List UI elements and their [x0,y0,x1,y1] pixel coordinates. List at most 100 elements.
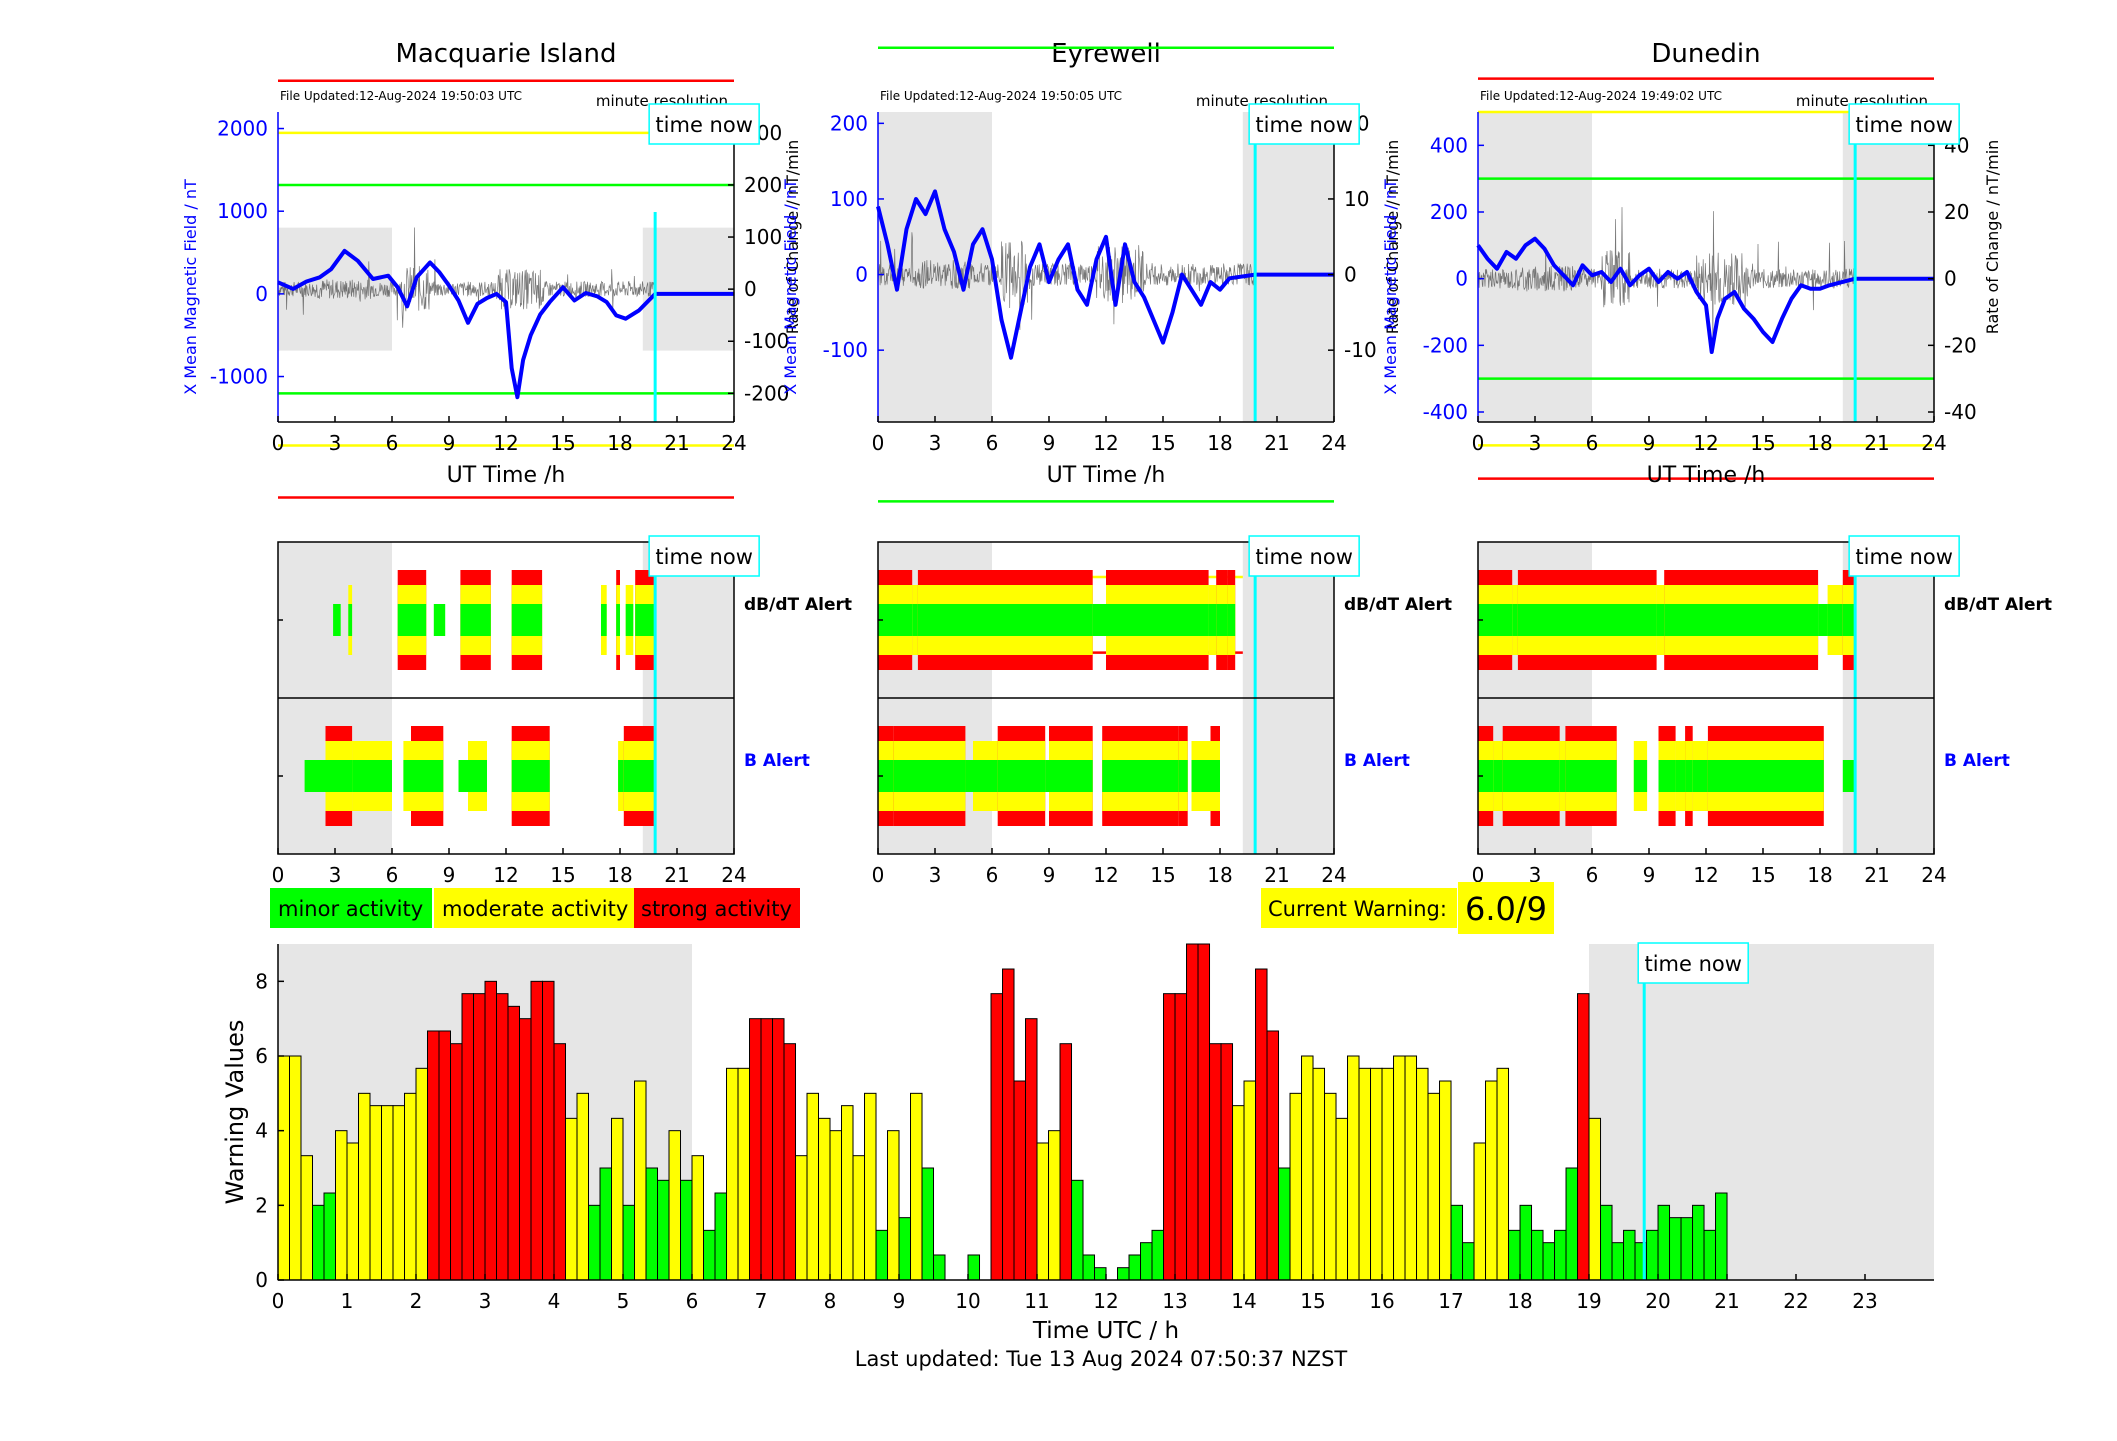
dbdt-alert-label: dB/dT Alert [1944,595,2052,615]
x-tick-label: 18 [607,431,632,455]
x-tick-label: 24 [721,431,746,455]
warning-bar [1646,1229,1659,1281]
warning-bar [369,1105,383,1281]
left-axis-label: X Mean Magnetic Field / nT [1381,179,1400,395]
alert-minor-block [1227,604,1236,636]
dbdt-alert-label: dB/dT Alert [1344,595,1452,615]
time-now-box [1248,535,1360,577]
right-tick-label: -100 [744,329,789,353]
x-tick-label: 9 [1643,431,1656,455]
warning-bar [1519,1204,1533,1281]
alert-minor-block [325,760,353,792]
alert-minor-block [1675,760,1686,792]
warning-bar [829,1130,843,1281]
warning-bar [599,1167,613,1281]
right-tick-label: -40 [1944,400,1977,424]
left-axis-label: X Mean Magnetic Field / nT [181,179,200,395]
x-axis-label: UT Time /h [1047,463,1166,488]
warning-bar [622,1204,636,1281]
warning-bar [542,980,555,1281]
y-tick-label: 8 [255,969,268,993]
right-tick-label: 10 [1344,187,1369,211]
warning-bar [887,1130,900,1281]
warning-bar [1473,1142,1487,1281]
x-tick-label: 9 [443,863,456,887]
warning-bar [1312,1067,1326,1281]
right-tick-label: -10 [1344,338,1377,362]
x-tick-label: 0 [1472,431,1485,455]
time-now-label: time now [655,545,752,569]
x-tick-label: 10 [955,1289,980,1313]
warning-bar [1531,1229,1544,1281]
warning-bar [1071,1179,1084,1281]
left-tick-label: -400 [1423,400,1468,424]
warning-bar [1600,1204,1613,1281]
x-tick-label: 24 [1321,431,1346,455]
station-title: Macquarie Island [395,39,616,69]
alert-minor-block [333,604,341,636]
current-warning-value: 6.0/9 [1465,890,1547,928]
alert-minor-block [1565,760,1617,792]
warning-bar [1335,1117,1349,1281]
x-tick-label: 19 [1576,1289,1601,1313]
x-tick-label: 12 [1693,431,1718,455]
warning-bar [1416,1067,1429,1281]
warning-bar [760,1018,774,1281]
time-now-label: time now [1255,545,1352,569]
x-tick-label: 3 [1529,863,1542,887]
alert-minor-block [1818,604,1828,636]
alert-minor-block [403,760,411,792]
x-tick-label: 21 [664,863,689,887]
warning-bar [1657,1204,1671,1281]
left-tick-label: 0 [1455,267,1468,291]
x-tick-label: 5 [617,1289,630,1313]
alert-minor-block [1707,760,1824,792]
alert-minor-block [1030,760,1046,792]
warning-bar [1542,1242,1556,1281]
warning-bar [1381,1067,1395,1281]
x-tick-label: 11 [1024,1289,1049,1313]
alert-minor-block [511,604,543,636]
alert-minor-block [397,604,427,636]
x-tick-label: 12 [1693,863,1718,887]
x-tick-label: 12 [1093,1289,1118,1313]
warning-bar [1462,1242,1475,1281]
alert-minor-block [1092,604,1106,636]
warning-bar [1174,993,1188,1281]
alert-minor-block [1049,760,1068,792]
warning-bar [496,993,509,1281]
last-updated-text: Last updated: Tue 13 Aug 2024 07:50:37 N… [855,1347,1348,1371]
warning-bar [668,1130,682,1281]
station-panel: Eyrewell-1000100200-10010200369121518212… [781,39,1402,654]
legend-minor-swatch [270,888,432,928]
alert-minor-block [973,760,998,792]
warning-bar [645,1167,659,1281]
x-tick-label: 9 [893,1289,906,1313]
right-tick-label: -200 [744,381,789,405]
time-now-box [648,535,760,577]
x-tick-label: 8 [824,1289,837,1313]
x-tick-label: 16 [1369,1289,1394,1313]
warning-bar [783,1043,797,1281]
x-tick-label: 18 [607,863,632,887]
warning-bar [1450,1204,1464,1281]
alert-minor-block [1502,760,1560,792]
warning-bar [1220,1043,1234,1281]
x-tick-label: 17 [1438,1289,1463,1313]
warning-bar [1554,1229,1567,1281]
x-tick-label: 3 [929,431,942,455]
x-tick-label: 21 [1264,431,1289,455]
alert-minor-block [1478,604,1513,636]
x-axis-label: UT Time /h [447,463,566,488]
x-tick-label: 15 [550,431,575,455]
warning-bar [358,1092,371,1281]
x-tick-label: 9 [1043,431,1056,455]
x-tick-label: 1 [341,1289,354,1313]
warning-bar [1692,1204,1705,1281]
alert-panel: 0 3 6 9 12 15 18 21 24 dB/dT Alert B Alert time now [1472,535,2052,887]
magnetic-field-trace [1476,236,1934,354]
warning-bar [427,1030,440,1281]
x-tick-label: 15 [1150,431,1175,455]
time-now-box [1637,942,1749,984]
